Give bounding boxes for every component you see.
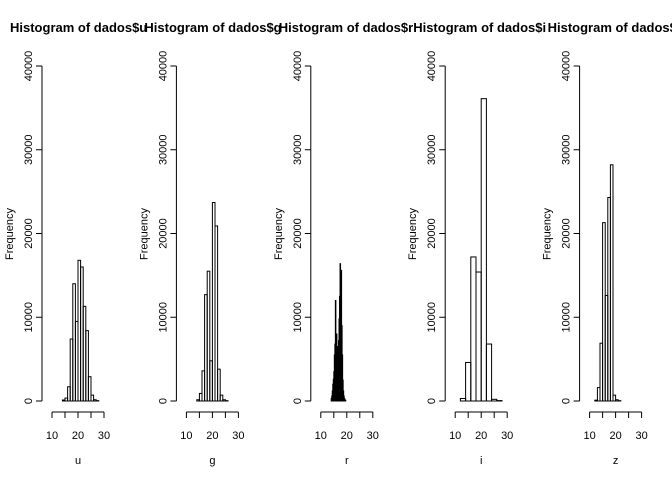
y-tick-label: 0	[292, 398, 304, 404]
y-tick-label: 40000	[561, 51, 573, 82]
x-axis: 10 20 30 u	[46, 412, 110, 467]
chart-title: Histogram of dados$u	[10, 20, 147, 35]
histogram-bar	[492, 399, 497, 401]
y-axis: 0 10000 20000 30000 40000 Frequency	[542, 51, 580, 404]
y-tick-label: 30000	[426, 134, 438, 165]
histogram-bars	[62, 260, 98, 401]
y-axis: 0 10000 20000 30000 40000 Frequency	[4, 51, 42, 404]
x-tick-label: 20	[206, 430, 218, 442]
x-axis-label: z	[613, 455, 619, 467]
histogram-bar	[466, 362, 471, 401]
y-tick-label: 30000	[561, 134, 573, 165]
y-axis: 0 10000 20000 30000 40000 Frequency	[138, 51, 176, 404]
x-tick-label: 30	[635, 430, 647, 442]
histogram-panel-u: Histogram of dados$u 0 10000 20000 30000 4000…	[4, 20, 147, 467]
y-tick-label: 10000	[292, 302, 304, 333]
x-tick-label: 20	[475, 430, 487, 442]
histogram-bars	[595, 165, 621, 401]
x-tick-label: 30	[98, 430, 110, 442]
y-axis-label: Frequency	[273, 208, 285, 260]
x-axis: 10 20 30 i	[449, 412, 513, 467]
x-tick-label: 10	[449, 430, 461, 442]
y-tick-label: 0	[157, 398, 169, 404]
y-tick-label: 0	[426, 398, 438, 404]
y-tick-label: 20000	[23, 218, 35, 249]
histogram-bars	[331, 264, 346, 401]
x-axis: 10 20 30 g	[180, 412, 244, 467]
y-tick-label: 20000	[292, 218, 304, 249]
y-tick-label: 40000	[157, 51, 169, 82]
y-tick-label: 20000	[426, 218, 438, 249]
x-axis-label: u	[75, 455, 81, 467]
x-tick-label: 10	[583, 430, 595, 442]
chart-title: Histogram of dados$i	[413, 20, 546, 35]
chart-title: Histogram of dados$z	[548, 20, 672, 35]
histogram-bar	[481, 99, 486, 401]
y-tick-label: 10000	[426, 302, 438, 333]
x-tick-label: 10	[180, 430, 192, 442]
y-axis-label: Frequency	[4, 208, 16, 260]
y-tick-label: 30000	[157, 134, 169, 165]
y-axis: 0 10000 20000 30000 40000 Frequency	[273, 51, 311, 404]
y-tick-label: 20000	[561, 218, 573, 249]
x-axis-label: g	[209, 455, 215, 467]
y-tick-label: 0	[23, 398, 35, 404]
chart-title: Histogram of dados$g	[144, 20, 281, 35]
x-tick-label: 30	[367, 430, 379, 442]
x-tick-label: 10	[46, 430, 58, 442]
x-tick-label: 20	[72, 430, 84, 442]
histogram-bars	[197, 203, 228, 401]
histogram-panel-i: Histogram of dados$i 0 10000 20000 30000 4000…	[407, 20, 546, 467]
x-axis: 10 20 30 z	[583, 412, 647, 467]
x-axis: 10 20 30 r	[315, 412, 379, 467]
y-tick-label: 40000	[426, 51, 438, 82]
x-tick-label: 30	[501, 430, 513, 442]
histogram-bar	[476, 272, 481, 401]
x-tick-label: 20	[609, 430, 621, 442]
y-tick-label: 40000	[292, 51, 304, 82]
y-tick-label: 40000	[23, 51, 35, 82]
histogram-bar	[486, 344, 491, 401]
x-tick-label: 20	[341, 430, 353, 442]
histogram-bars	[460, 99, 502, 401]
y-axis-label: Frequency	[138, 208, 150, 260]
x-axis-label: r	[345, 455, 349, 467]
y-axis-label: Frequency	[407, 208, 419, 260]
y-tick-label: 30000	[23, 134, 35, 165]
x-tick-label: 10	[315, 430, 327, 442]
histogram-panel-r: Histogram of dados$r 0 10000 20000 30000 4000…	[273, 20, 413, 467]
histogram-bar	[610, 165, 613, 401]
y-tick-label: 0	[561, 398, 573, 404]
y-axis-label: Frequency	[542, 208, 554, 260]
y-tick-label: 20000	[157, 218, 169, 249]
y-axis: 0 10000 20000 30000 40000 Frequency	[407, 51, 445, 404]
x-tick-label: 30	[232, 430, 244, 442]
y-tick-label: 10000	[157, 302, 169, 333]
histogram-bar	[460, 398, 465, 401]
y-tick-label: 10000	[23, 302, 35, 333]
histogram-panel-z: Histogram of dados$z 0 10000 20000 30000 4000…	[542, 20, 672, 467]
y-tick-label: 30000	[292, 134, 304, 165]
y-tick-label: 10000	[561, 302, 573, 333]
x-axis-label: i	[480, 455, 482, 467]
histogram-bar	[345, 400, 346, 401]
histogram-panel-g: Histogram of dados$g 0 10000 20000 30000 4000…	[138, 20, 281, 467]
histogram-bar	[471, 257, 476, 401]
chart-title: Histogram of dados$r	[279, 20, 413, 35]
